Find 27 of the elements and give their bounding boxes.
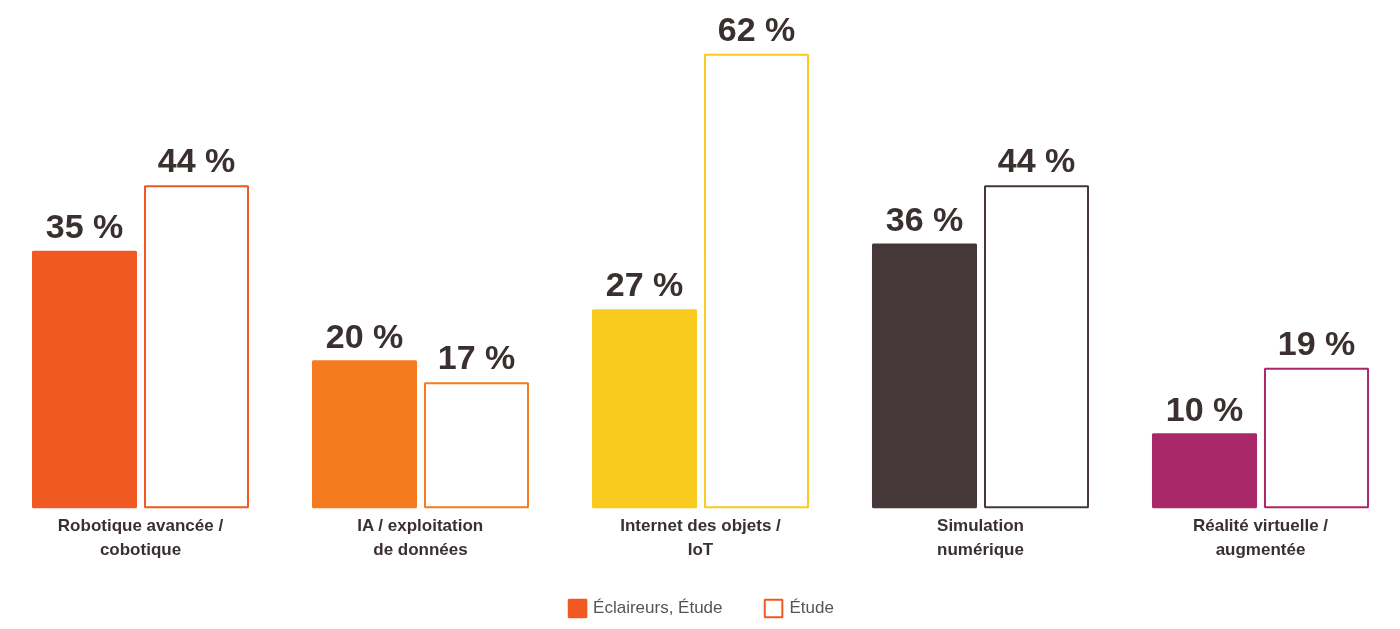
bar (311, 360, 418, 509)
data-label: 27 % (605, 265, 684, 304)
bar (591, 309, 698, 509)
x-tick-label: Internet des objets / IoT (620, 516, 782, 559)
x-tick-label: Simulation numérique (937, 516, 1024, 559)
data-label: 36 % (885, 199, 964, 238)
bar (31, 250, 138, 509)
bar (871, 243, 978, 509)
bar (1151, 433, 1258, 509)
data-label: 44 % (157, 141, 236, 180)
data-label: 10 % (1165, 389, 1244, 428)
bar (1263, 367, 1370, 509)
legend-label: Éclaireurs, Étude (593, 598, 723, 618)
legend-label: Étude (789, 598, 834, 618)
data-label: 44 % (997, 141, 1076, 180)
x-tick-label: IA / exploitation de données (357, 516, 484, 559)
bar (423, 382, 530, 509)
data-label: 19 % (1277, 323, 1356, 362)
x-tick-label: Réalité virtuelle / augmentée (1192, 516, 1329, 559)
data-label: 17 % (437, 338, 516, 377)
bar (983, 185, 1090, 509)
data-label: 35 % (45, 207, 124, 246)
bar (143, 185, 250, 509)
bar (703, 53, 810, 509)
data-label: 20 % (325, 316, 404, 355)
data-label: 62 % (717, 10, 796, 49)
x-tick-label: Robotique avancée / cobotique (57, 516, 224, 559)
